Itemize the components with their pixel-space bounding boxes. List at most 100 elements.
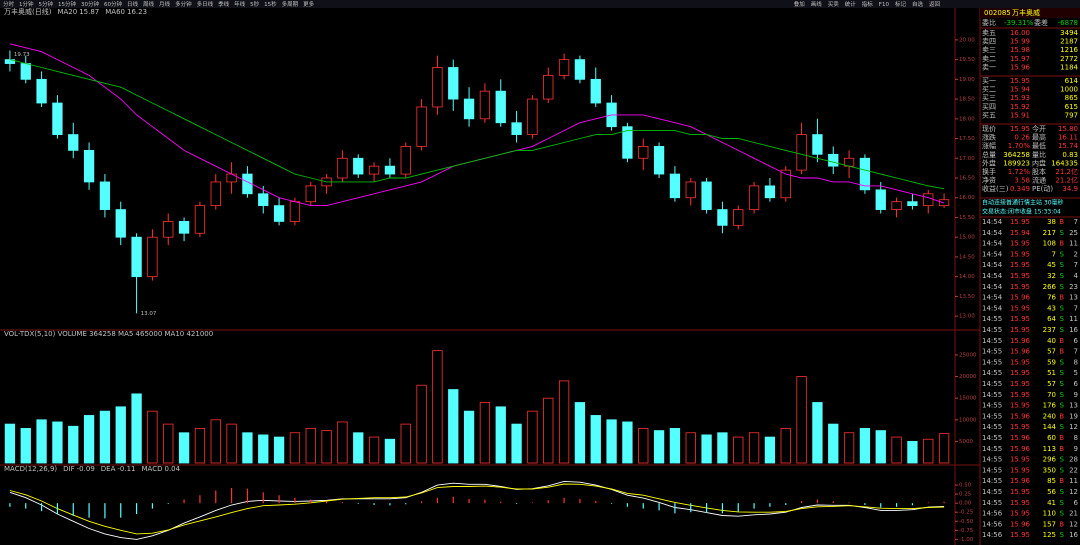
- toolbar-tab[interactable]: 日线: [127, 0, 139, 8]
- tick-cell: 45: [1047, 261, 1056, 269]
- toolbar-tab[interactable]: 多分钟: [175, 0, 192, 8]
- volume-bar: [796, 376, 807, 464]
- volume-bar: [20, 428, 31, 464]
- tick-cell: 14:55: [982, 369, 1002, 377]
- candle-body: [416, 106, 427, 147]
- toolbar-tab[interactable]: 多日线: [197, 0, 214, 8]
- tick-cell: 41: [1047, 499, 1056, 507]
- legend-value: -0.09: [77, 465, 95, 473]
- tick-cell: 14:54: [982, 240, 1003, 248]
- y-tick-label: 15.50: [959, 215, 975, 221]
- volume-bar: [337, 421, 348, 464]
- ma-line: [9, 59, 945, 190]
- tick-cell: 14:54: [982, 229, 1003, 237]
- candle-body: [194, 205, 206, 234]
- volume-bar: [511, 423, 522, 464]
- bid-level: 买五: [982, 111, 996, 119]
- y-tick-label: 18.00: [959, 116, 975, 122]
- candle-body: [558, 59, 570, 76]
- ask-level: 15.98: [1010, 46, 1030, 54]
- bid-level: 1000: [1060, 86, 1078, 94]
- tick-cell: 23: [1069, 283, 1078, 291]
- toolbar-tab[interactable]: 年线: [234, 0, 246, 8]
- tick-cell: 14:55: [982, 456, 1002, 464]
- candle-body: [147, 236, 158, 278]
- quote-stat: 21.2亿: [1055, 176, 1078, 185]
- volume-bar: [638, 428, 649, 464]
- toolbar-tab[interactable]: 60分钟: [104, 0, 122, 8]
- tick-cell: 7: [1074, 218, 1078, 226]
- toolbar-button[interactable]: 指标: [862, 0, 874, 8]
- toolbar-tab[interactable]: 15分钟: [58, 0, 76, 8]
- tick-cell: 19: [1069, 412, 1078, 420]
- toolbar-tab[interactable]: 多周期: [282, 0, 299, 8]
- toolbar-button[interactable]: 买卖: [828, 0, 840, 8]
- tick-cell: 14:55: [982, 337, 1002, 345]
- tick-cell: 176: [1043, 402, 1057, 410]
- tick-cell: 15.95: [1010, 380, 1030, 388]
- y-tick-label: 14.50: [959, 254, 975, 260]
- toolbar-button[interactable]: 返回: [929, 1, 941, 8]
- toolbar-tab[interactable]: 周线: [143, 0, 155, 8]
- candle-body: [289, 201, 301, 222]
- volume-bar: [36, 419, 47, 464]
- tick-cell: 11: [1069, 240, 1078, 248]
- volume-bar: [416, 384, 427, 464]
- tick-cell: 56: [1047, 488, 1056, 496]
- volume-bar: [479, 402, 491, 464]
- candle-body: [163, 221, 174, 238]
- toolbar-tab[interactable]: 15秒: [264, 0, 277, 8]
- volume-bar: [590, 415, 601, 464]
- toolbar-tab[interactable]: 1分钟: [19, 0, 34, 8]
- tick-cell: 14:55: [982, 402, 1002, 410]
- candle-body: [543, 74, 554, 100]
- ask-level: 15.97: [1010, 55, 1030, 63]
- toolbar-tab[interactable]: 更多: [303, 0, 315, 8]
- candle-body: [337, 157, 348, 179]
- ask-level: 卖二: [982, 55, 996, 63]
- toolbar-tab[interactable]: 分时: [3, 0, 15, 8]
- candle-body: [907, 201, 918, 207]
- candle-body: [891, 201, 902, 210]
- toolbar-tab[interactable]: 5秒: [250, 0, 259, 8]
- toolbar-button[interactable]: 自选: [912, 0, 924, 8]
- volume-bar: [764, 436, 776, 464]
- candle-body: [353, 157, 364, 175]
- stock-code: 002085: [984, 9, 1011, 17]
- tick-cell: 12: [1069, 488, 1078, 496]
- toolbar-button[interactable]: 画线: [811, 0, 823, 8]
- candle-body: [210, 181, 221, 207]
- quote-stat: 流通: [1032, 176, 1046, 185]
- candle-body: [733, 209, 744, 226]
- volume-bar: [938, 433, 950, 464]
- candle-body: [273, 205, 285, 222]
- tick-cell: 15.96: [1010, 348, 1031, 356]
- volume-bar: [653, 430, 665, 464]
- candle-body: [701, 181, 712, 210]
- ask-level: 2187: [1060, 38, 1078, 46]
- toolbar-button[interactable]: 统计: [845, 0, 857, 8]
- volume-bar: [622, 421, 633, 464]
- volume-bar: [147, 410, 158, 464]
- toolbar-button[interactable]: F10: [879, 2, 890, 8]
- tick-cell: 12: [1069, 520, 1078, 528]
- toolbar-tab[interactable]: 月线: [159, 0, 171, 8]
- tick-cell: 15.96: [1010, 520, 1031, 528]
- toolbar-tab[interactable]: 5分钟: [39, 0, 54, 8]
- candle-body: [859, 157, 871, 191]
- y-tick-label: 20000: [959, 374, 977, 380]
- volume-bar: [258, 434, 269, 464]
- volume-bar: [495, 406, 506, 464]
- tick-cell: 8: [1074, 434, 1078, 442]
- toolbar-button[interactable]: 标记: [895, 0, 907, 8]
- tick-cell: B: [1059, 337, 1064, 345]
- candle-body: [52, 102, 63, 135]
- toolbar-tab[interactable]: 30分钟: [81, 0, 99, 8]
- candle-body: [368, 165, 380, 175]
- toolbar-tab[interactable]: 季线: [218, 0, 230, 8]
- quote-stat: 0.349: [1010, 185, 1030, 193]
- y-tick-label: 17.00: [959, 156, 975, 162]
- toolbar-button[interactable]: 叠加: [794, 0, 805, 8]
